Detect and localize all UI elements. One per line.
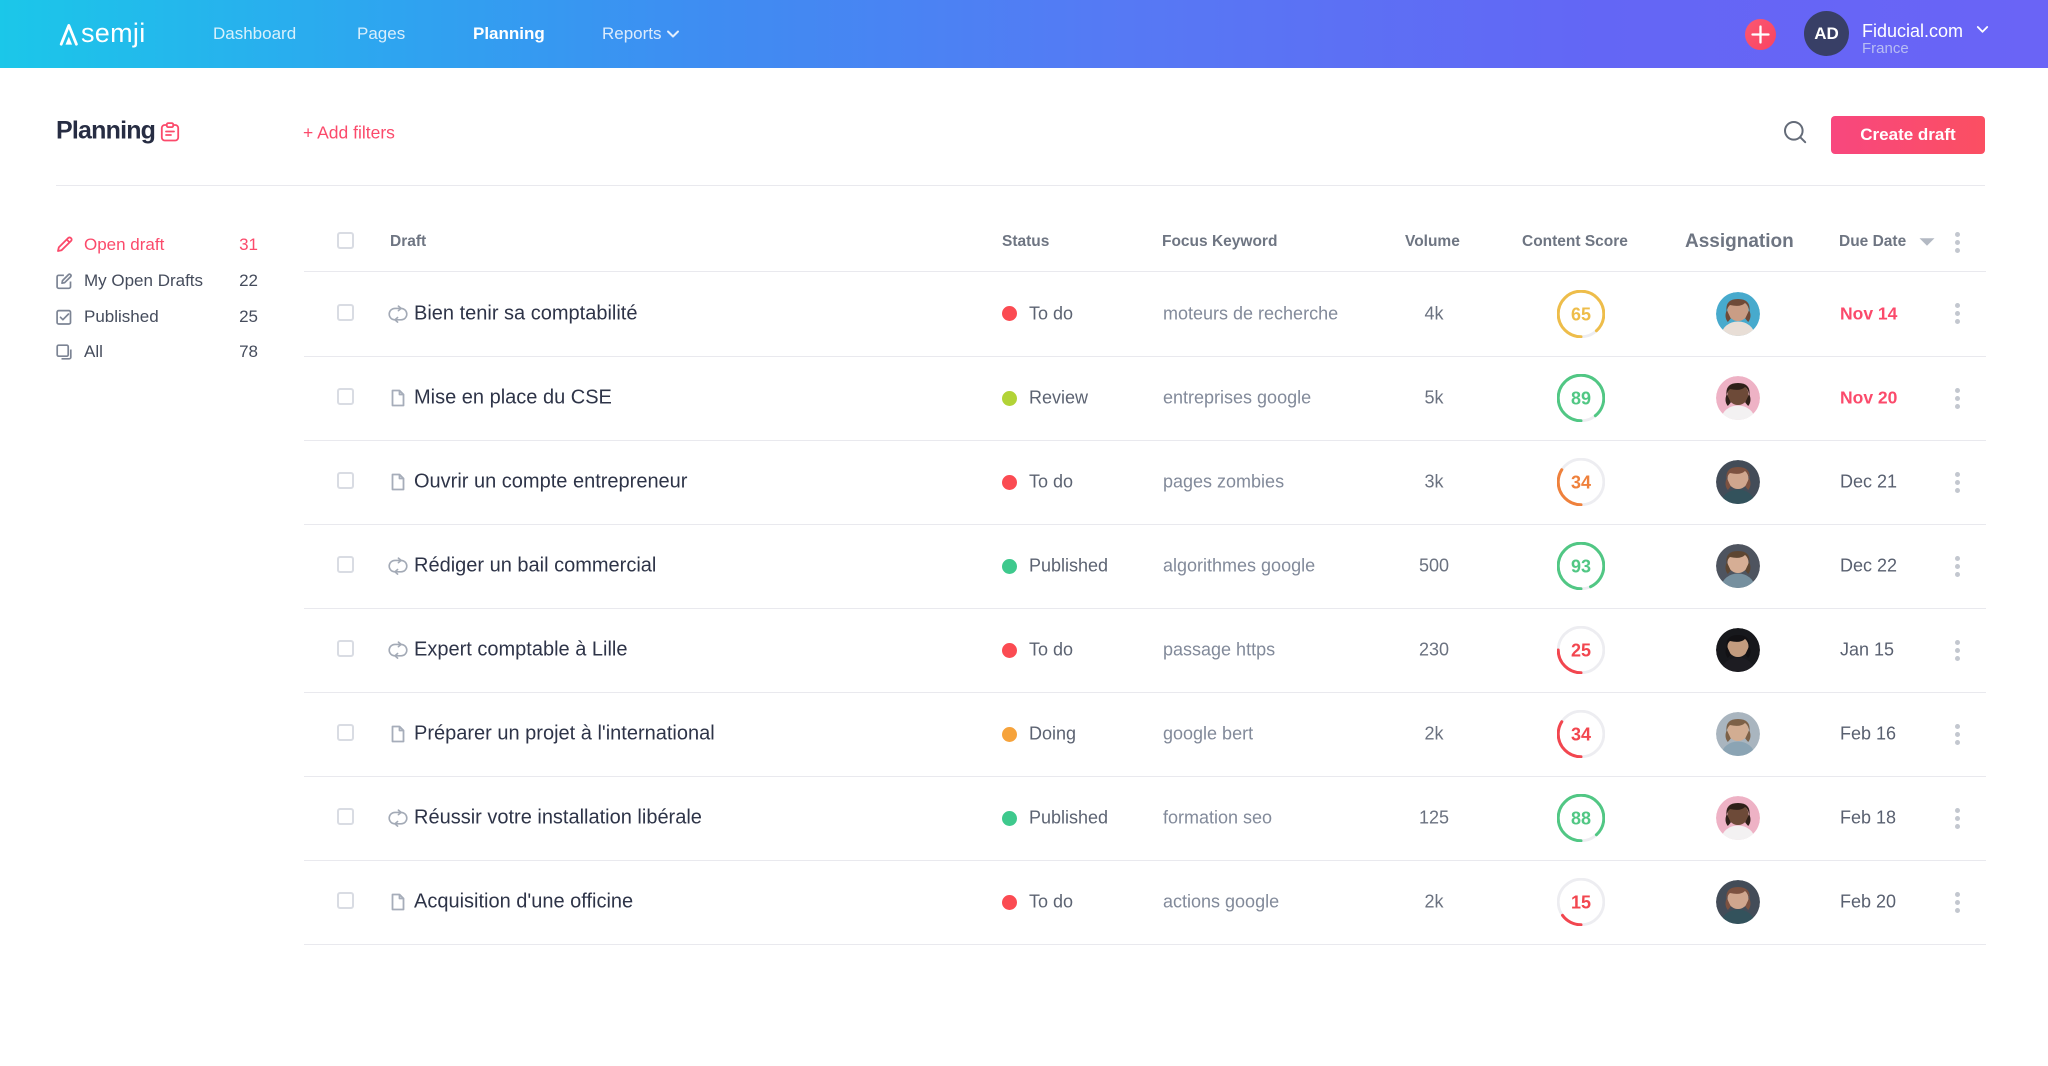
svg-text:89: 89 (1571, 389, 1591, 409)
svg-text:93: 93 (1571, 557, 1591, 577)
svg-text:15: 15 (1571, 893, 1591, 913)
svg-text:34: 34 (1571, 473, 1591, 493)
svg-text:34: 34 (1571, 725, 1591, 745)
svg-text:25: 25 (1571, 641, 1591, 661)
svg-text:65: 65 (1571, 304, 1591, 324)
svg-text:88: 88 (1571, 809, 1591, 829)
